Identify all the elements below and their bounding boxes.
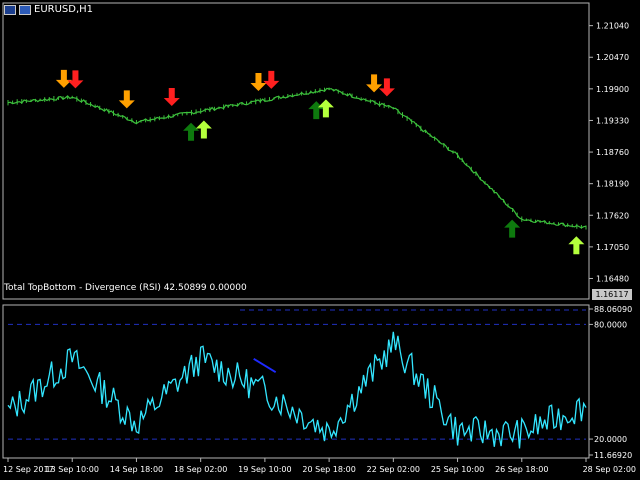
buy-arrow-shape <box>317 99 334 118</box>
sell-arrow-shape <box>378 78 395 97</box>
buy-arrow-shape <box>195 120 212 139</box>
time-tick-label: 18 Sep 02:00 <box>174 465 227 474</box>
sell-arrow-shape <box>55 69 72 88</box>
buy-arrow-icon <box>504 219 521 238</box>
price-tick-label: 1.19330 <box>596 116 629 125</box>
indicator-series <box>7 331 587 449</box>
sell-arrow-icon <box>378 78 395 97</box>
price-axis: 1.21040 1.20470 1.19900 1.19330 1.18760 1.181… <box>589 22 629 283</box>
time-tick-label: 12 Sep 2017 <box>3 465 54 474</box>
price-series <box>7 87 587 230</box>
price-tick-label: 1.21040 <box>596 22 629 31</box>
price-tick-label: 1.19900 <box>596 85 629 94</box>
indicator-pane-frame <box>2 304 590 459</box>
sell-arrow-shape <box>163 88 180 107</box>
indicator-tick-label: 20.0000 <box>594 435 627 444</box>
chart-title: EURUSD,H1 <box>34 4 94 15</box>
buy-arrow-icon <box>195 120 212 139</box>
price-pane-frame <box>2 2 590 300</box>
signal-arrows <box>55 69 585 255</box>
price-tick-label: 1.20470 <box>596 53 629 62</box>
buy-arrow-icon <box>568 236 585 255</box>
indicator-tick-label: 80.0000 <box>594 320 627 329</box>
buy-arrow-shape <box>504 219 521 238</box>
buy-arrow-icon <box>183 122 200 141</box>
price-tick-label: 1.16480 <box>596 274 629 283</box>
divergence-line <box>253 357 277 374</box>
time-tick-label: 19 Sep 10:00 <box>238 465 291 474</box>
indicator-label: Total TopBottom - Divergence (RSI) 42.50… <box>4 283 247 293</box>
sell-arrow-shape <box>118 90 135 109</box>
sell-arrow-shape <box>263 70 280 89</box>
properties-icon[interactable] <box>19 4 31 15</box>
buy-arrow-shape <box>183 122 200 141</box>
time-tick-label: 25 Sep 10:00 <box>431 465 484 474</box>
sell-arrow-shape <box>366 74 383 93</box>
time-tick-label: 13 Sep 10:00 <box>46 465 99 474</box>
time-tick-label: 20 Sep 18:00 <box>302 465 355 474</box>
price-tick-label: 1.17620 <box>596 211 629 220</box>
price-tick-label: 1.17050 <box>596 243 629 252</box>
time-tick-label: 28 Sep 02:00 <box>583 465 636 474</box>
sell-arrow-icon <box>163 88 180 107</box>
time-tick-label: 22 Sep 02:00 <box>367 465 420 474</box>
indicator-tick-label: 11.66920 <box>594 451 632 460</box>
sell-arrow-icon <box>55 69 72 88</box>
chart-window-icon[interactable] <box>4 4 16 15</box>
sell-arrow-icon <box>250 73 267 92</box>
buy-arrow-shape <box>568 236 585 255</box>
indicator-axis: 88.06090 80.0000 20.0000 11.66920 <box>589 305 632 460</box>
buy-arrow-icon <box>317 99 334 118</box>
sell-arrow-icon <box>366 74 383 93</box>
sell-arrow-icon <box>263 70 280 89</box>
price-tick-label: 1.18760 <box>596 148 629 157</box>
sell-arrow-shape <box>67 70 84 89</box>
current-price-tag: 1.16117 <box>592 289 632 300</box>
sell-arrow-icon <box>118 90 135 109</box>
rsi-line <box>7 331 587 449</box>
time-tick-label: 26 Sep 18:00 <box>495 465 548 474</box>
time-tick-label: 14 Sep 18:00 <box>110 465 163 474</box>
indicator-tick-label: 88.06090 <box>594 305 632 314</box>
price-tick-label: 1.18190 <box>596 180 629 189</box>
indicator-levels <box>8 309 586 440</box>
sell-arrow-icon <box>67 70 84 89</box>
chart-title-bar: EURUSD,H1 <box>4 4 93 15</box>
sell-arrow-shape <box>250 73 267 92</box>
